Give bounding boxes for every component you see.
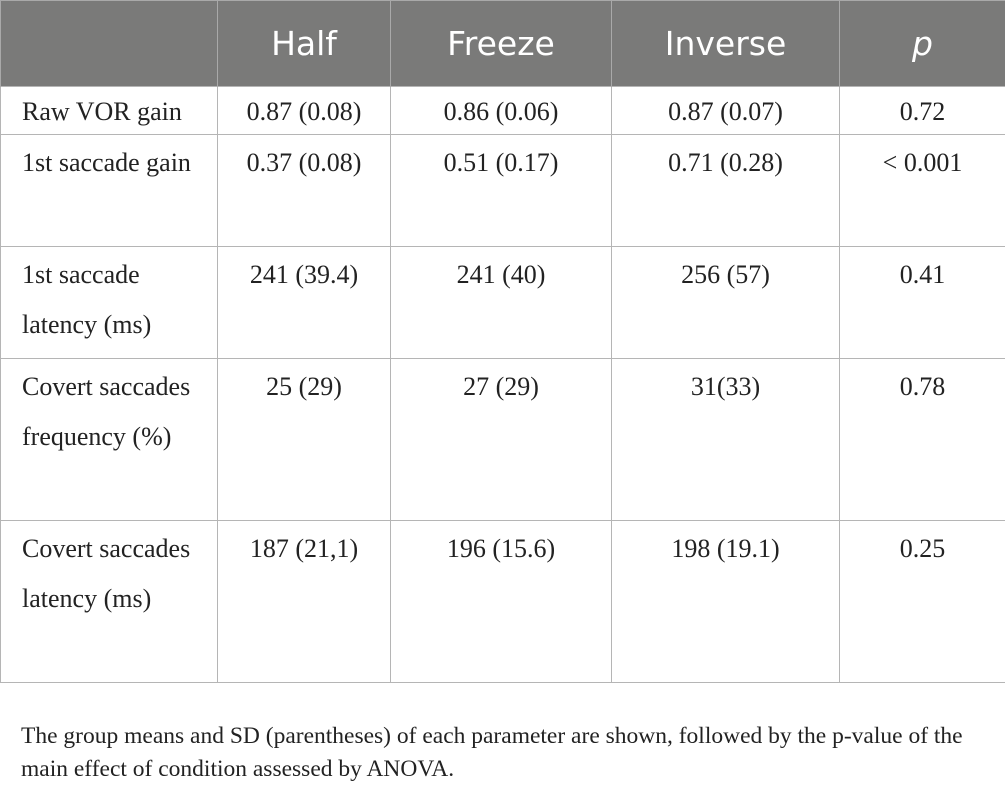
row-label: Covert saccades frequency (%) xyxy=(0,358,218,521)
cell-p-value: 0.72 xyxy=(839,86,1005,135)
row-label: Covert saccades latency (ms) xyxy=(0,520,218,683)
table-body: Raw VOR gain 0.87 (0.08) 0.86 (0.06) 0.8… xyxy=(0,86,1005,683)
cell-half: 25 (29) xyxy=(217,358,391,521)
cell-p-value: 0.41 xyxy=(839,246,1005,359)
table-header: Half Freeze Inverse p xyxy=(0,0,1005,87)
table-row: 1st saccade latency (ms) 241 (39.4) 241 … xyxy=(0,246,1005,359)
header-cell-half: Half xyxy=(217,0,391,87)
cell-p-value: 0.78 xyxy=(839,358,1005,521)
cell-inverse: 198 (19.1) xyxy=(611,520,840,683)
cell-freeze: 241 (40) xyxy=(390,246,612,359)
table-row: Covert saccades latency (ms) 187 (21,1) … xyxy=(0,520,1005,683)
cell-freeze: 196 (15.6) xyxy=(390,520,612,683)
cell-half: 241 (39.4) xyxy=(217,246,391,359)
row-label: Raw VOR gain xyxy=(0,86,218,135)
cell-inverse: 0.71 (0.28) xyxy=(611,134,840,247)
cell-freeze: 0.51 (0.17) xyxy=(390,134,612,247)
row-label: 1st saccade gain xyxy=(0,134,218,247)
results-table: Half Freeze Inverse p Raw VOR gain 0.87 … xyxy=(0,0,1005,683)
table-row: 1st saccade gain 0.37 (0.08) 0.51 (0.17)… xyxy=(0,134,1005,247)
cell-half: 187 (21,1) xyxy=(217,520,391,683)
header-cell-parameter xyxy=(0,0,218,87)
cell-freeze: 27 (29) xyxy=(390,358,612,521)
table-row: Covert saccades frequency (%) 25 (29) 27… xyxy=(0,358,1005,521)
cell-half: 0.87 (0.08) xyxy=(217,86,391,135)
cell-inverse: 31(33) xyxy=(611,358,840,521)
table-footnote: The group means and SD (parentheses) of … xyxy=(21,723,963,782)
row-label: 1st saccade latency (ms) xyxy=(0,246,218,359)
header-cell-freeze: Freeze xyxy=(390,0,612,87)
header-row: Half Freeze Inverse p xyxy=(0,0,1005,87)
cell-inverse: 256 (57) xyxy=(611,246,840,359)
cell-p-value: < 0.001 xyxy=(839,134,1005,247)
cell-inverse: 0.87 (0.07) xyxy=(611,86,840,135)
header-cell-inverse: Inverse xyxy=(611,0,840,87)
cell-half: 0.37 (0.08) xyxy=(217,134,391,247)
cell-freeze: 0.86 (0.06) xyxy=(390,86,612,135)
header-cell-p-value: p xyxy=(839,0,1005,87)
table-row: Raw VOR gain 0.87 (0.08) 0.86 (0.06) 0.8… xyxy=(0,86,1005,135)
cell-p-value: 0.25 xyxy=(839,520,1005,683)
